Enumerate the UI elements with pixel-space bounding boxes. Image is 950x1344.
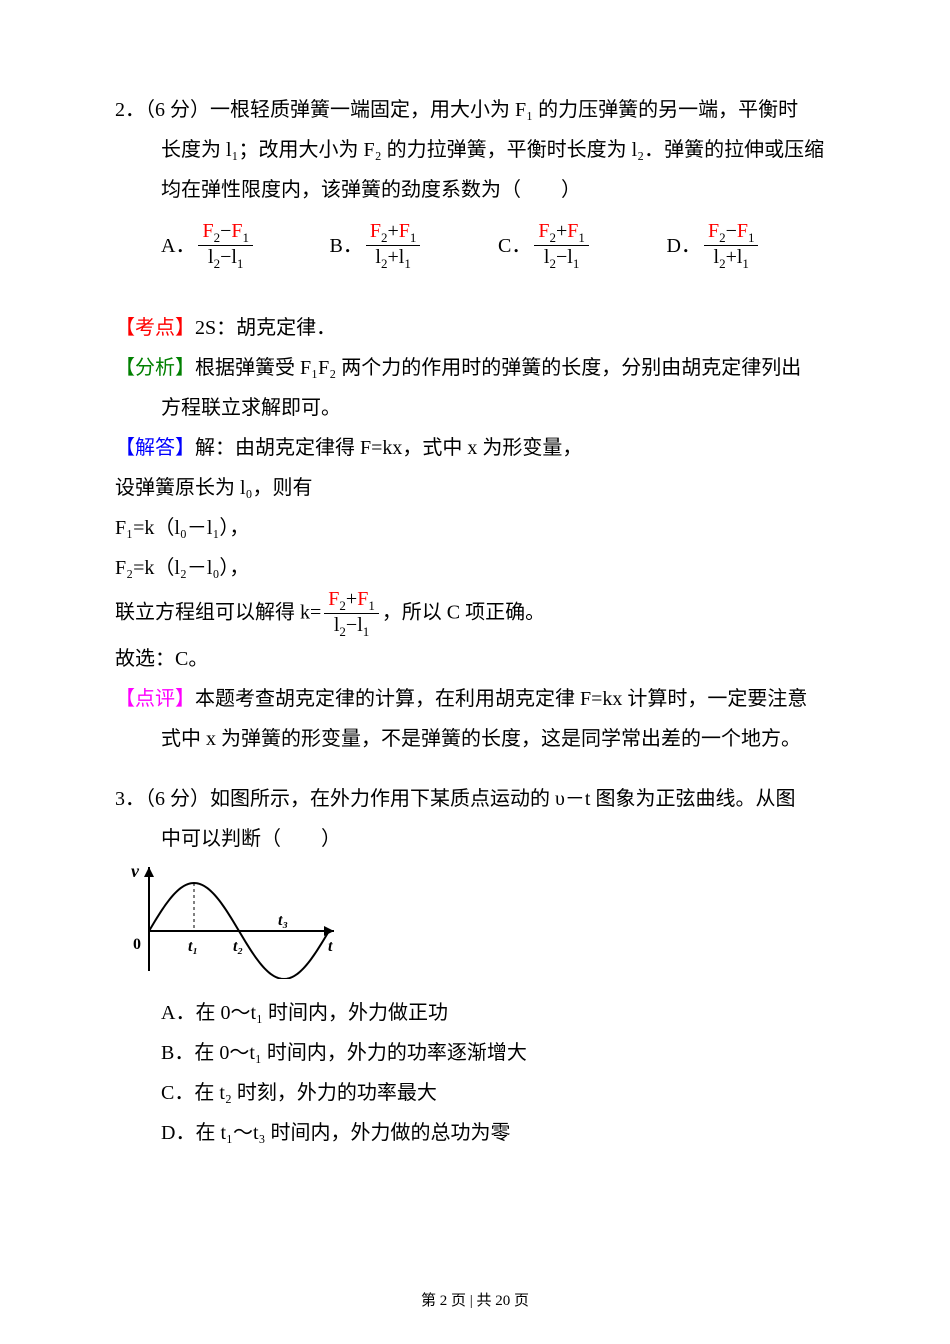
jieda-text5b: ，所以 C 项正确。 (382, 601, 545, 623)
q2-choice-d: D． F2−F1 l2+l1 (667, 220, 836, 272)
choice-d-label: D． (667, 226, 701, 266)
page-footer: 第 2 页 | 共 20 页 (0, 1289, 950, 1310)
q3-opt-b: B．在 0～t₁ 时间内，外力的功率逐渐增大 (115, 1033, 835, 1073)
q2-choice-b: B． F2+F1 l2+l1 (330, 220, 499, 272)
q2-fenxi-line2: 方程联立求解即可。 (115, 388, 835, 428)
svg-text:t: t (328, 938, 333, 955)
q2-dianping-line2: 式中 x 为弹簧的形变量，不是弹簧的长度，这是同学常出差的一个地方。 (115, 719, 835, 759)
q2-kaodian: 【考点】2S：胡克定律． (115, 308, 835, 348)
q3-stem-line2: 中可以判断（ ） (115, 819, 835, 859)
q2-fenxi-line1: 【分析】根据弹簧受 F₁F₂ 两个力的作用时的弹簧的长度，分别由胡克定律列出 (115, 348, 835, 388)
jieda-text1: 解：由胡克定律得 F=kx，式中 x 为形变量， (195, 437, 582, 459)
q2-stem-line1: 2．（6 分）一根轻质弹簧一端固定，用大小为 F₁ 的力压弹簧的另一端，平衡时 (115, 90, 835, 130)
q2-jieda-line3: F₁=k（l₀－l₁）， (115, 508, 835, 548)
q3-stem-line1: 3．（6 分）如图所示，在外力作用下某质点运动的 υ－t 图象为正弦曲线。从图 (115, 779, 835, 819)
q2-jieda-line4: F₂=k（l₂－l₀）， (115, 548, 835, 588)
vt-graph-svg: v 0 t₁ t₂ t₃ t (119, 859, 349, 979)
svg-text:t₁: t₁ (188, 938, 198, 955)
jieda-tag: 【解答】 (115, 437, 195, 459)
choice-a-fraction: F2−F1 l2−l1 (198, 220, 253, 272)
q3-graph: v 0 t₁ t₂ t₃ t (119, 859, 835, 993)
q2-stem-line2: 长度为 l₁；改用大小为 F₂ 的力拉弹簧，平衡时长度为 l₂．弹簧的拉伸或压缩 (115, 130, 835, 170)
q2-jieda-line1: 【解答】解：由胡克定律得 F=kx，式中 x 为形变量， (115, 428, 835, 468)
page-content: 2．（6 分）一根轻质弹簧一端固定，用大小为 F₁ 的力压弹簧的另一端，平衡时 … (0, 0, 950, 1183)
q3-opt-a: A．在 0～t₁ 时间内，外力做正功 (115, 993, 835, 1033)
choice-a-label: A． (161, 226, 195, 266)
q2-choice-a: A． F2−F1 l2−l1 (161, 220, 330, 272)
svg-text:v: v (131, 861, 140, 881)
q2-jieda-line5: 联立方程组可以解得 k= F2+F1 l2−l1 ，所以 C 项正确。 (115, 588, 835, 640)
choice-b-fraction: F2+F1 l2+l1 (366, 220, 421, 272)
choice-b-label: B． (330, 226, 363, 266)
kaodian-text: 2S：胡克定律． (195, 317, 336, 339)
q3-opt-c: C．在 t₂ 时刻，外力的功率最大 (115, 1073, 835, 1113)
dianping-text1: 本题考查胡克定律的计算，在利用胡克定律 F=kx 计算时，一定要注意 (195, 688, 807, 710)
q3-opt-d: D．在 t₁～t₃ 时间内，外力做的总功为零 (115, 1113, 835, 1153)
q2-jieda-line6: 故选：C。 (115, 639, 835, 679)
jieda-fraction: F2+F1 l2−l1 (324, 588, 379, 640)
svg-text:t₃: t₃ (278, 912, 288, 929)
svg-text:t₂: t₂ (233, 938, 243, 955)
dianping-tag: 【点评】 (115, 688, 195, 710)
choice-c-label: C． (498, 226, 531, 266)
q2-stem-line3: 均在弹性限度内，该弹簧的劲度系数为（ ） (115, 170, 835, 210)
choice-c-fraction: F2+F1 l2−l1 (534, 220, 589, 272)
fenxi-tag: 【分析】 (115, 357, 195, 379)
q2-jieda-line2: 设弹簧原长为 l₀，则有 (115, 468, 835, 508)
jieda-text5a: 联立方程组可以解得 k= (115, 601, 321, 623)
q2-dianping-line1: 【点评】本题考查胡克定律的计算，在利用胡克定律 F=kx 计算时，一定要注意 (115, 679, 835, 719)
choice-d-fraction: F2−F1 l2+l1 (704, 220, 759, 272)
q2-choices: A． F2−F1 l2−l1 B． F2+F1 l2+l1 C． F2+F1 l… (115, 220, 835, 272)
fenxi-text1: 根据弹簧受 F₁F₂ 两个力的作用时的弹簧的长度，分别由胡克定律列出 (195, 357, 801, 379)
q2-choice-c: C． F2+F1 l2−l1 (498, 220, 667, 272)
svg-text:0: 0 (133, 936, 141, 953)
kaodian-tag: 【考点】 (115, 317, 195, 339)
